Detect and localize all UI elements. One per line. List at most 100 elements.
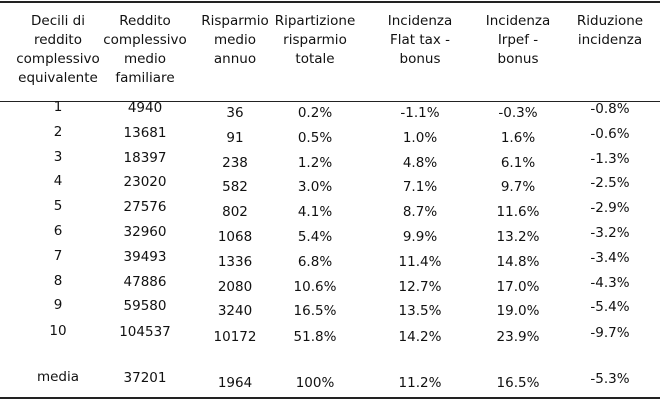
table-row-income: 32960 [123, 224, 167, 240]
table-bottom-rule [0, 397, 660, 399]
summary-row-irpef-incidence: 16.5% [496, 375, 540, 391]
table-row-share: 6.8% [297, 254, 333, 270]
header-line: medio [123, 51, 167, 67]
table-row-flat-tax-incidence: 11.4% [398, 254, 442, 270]
table-row-income: 59580 [123, 298, 167, 314]
table-row-irpef-incidence: 9.7% [500, 179, 536, 195]
table-row-flat-tax-incidence: -1.1% [400, 105, 440, 121]
header-share: Ripartizione risparmio totale [260, 12, 370, 69]
header-line: Risparmio [201, 13, 269, 29]
header-line: reddito [33, 32, 82, 48]
header-separator-rule [0, 101, 660, 102]
table-row-flat-tax-incidence: 8.7% [402, 204, 438, 220]
table-row-share: 0.2% [297, 105, 333, 121]
table-row-irpef-incidence: 17.0% [496, 279, 540, 295]
table-row-irpef-incidence: 11.6% [496, 204, 540, 220]
table-row-irpef-incidence: 19.0% [496, 303, 540, 319]
table-row-flat-tax-incidence: 13.5% [398, 303, 442, 319]
header-income: Reddito complessivo medio familiare [90, 12, 200, 88]
table-row-share: 0.5% [297, 130, 333, 146]
table-row-flat-tax-incidence: 12.7% [398, 279, 442, 295]
table-row-incidence-reduction: -0.8% [590, 101, 630, 117]
header-line: incidenza [577, 32, 643, 48]
header-line: bonus [497, 51, 539, 67]
table-row-irpef-incidence: 23.9% [496, 329, 540, 345]
table-row-irpef-incidence: 13.2% [496, 229, 540, 245]
summary-row-income: 37201 [123, 370, 167, 386]
header-line: medio [213, 32, 257, 48]
summary-row-saving: 1964 [217, 375, 253, 391]
table-row-share: 51.8% [293, 329, 337, 345]
header-line: risparmio [283, 32, 347, 48]
table-row-incidence-reduction: -5.4% [590, 299, 630, 315]
table-row-decile: 4 [53, 173, 63, 189]
header-line: totale [295, 51, 335, 67]
header-line: annuo [213, 51, 257, 67]
table-row-incidence-reduction: -3.2% [590, 225, 630, 241]
table-row-saving: 802 [222, 204, 248, 220]
table-row-incidence-reduction: -2.9% [590, 200, 630, 216]
summary-row-incidence-reduction: -5.3% [590, 371, 630, 387]
table-row-incidence-reduction: -3.4% [590, 250, 630, 266]
header-line: familiare [115, 70, 175, 86]
table-row-incidence-reduction: -0.6% [590, 126, 630, 142]
table-row-irpef-incidence: 1.6% [500, 130, 536, 146]
header-line: equivalente [18, 70, 98, 86]
table-row-share: 10.6% [293, 279, 337, 295]
table-row-flat-tax-incidence: 14.2% [398, 329, 442, 345]
table-row-incidence-reduction: -1.3% [590, 151, 630, 167]
header-decile: Decili di reddito complessivo equivalente [3, 12, 113, 88]
table-row-income: 4940 [127, 100, 163, 116]
table-row-irpef-incidence: 14.8% [496, 254, 540, 270]
table-row-flat-tax-incidence: 1.0% [402, 130, 438, 146]
table-row-income: 23020 [123, 174, 167, 190]
header-line: Ripartizione [274, 13, 356, 29]
table-row-saving: 3240 [217, 303, 253, 319]
table-row-decile: 7 [53, 248, 63, 264]
table-row-saving: 2080 [217, 279, 253, 295]
table-row-saving: 1336 [217, 254, 253, 270]
header-line: Riduzione [576, 13, 644, 29]
header-line: Incidenza [485, 13, 551, 29]
header-incidence-reduction: Riduzione incidenza [560, 12, 660, 50]
table-row-income: 27576 [123, 199, 167, 215]
table-row-flat-tax-incidence: 7.1% [402, 179, 438, 195]
table-row-decile: 1 [53, 99, 63, 115]
header-line: complessivo [103, 32, 187, 48]
table-row-share: 1.2% [297, 155, 333, 171]
table-row-decile: 9 [53, 297, 63, 313]
header-flat-tax-incidence: Incidenza Flat tax - bonus [365, 12, 475, 69]
table-row-decile: 10 [49, 323, 67, 339]
table-row-income: 47886 [123, 274, 167, 290]
table-row-saving: 91 [226, 130, 244, 146]
table-row-decile: 6 [53, 223, 63, 239]
table-row-income: 104537 [119, 324, 171, 340]
table-row-irpef-incidence: 6.1% [500, 155, 536, 171]
table-row-decile: 5 [53, 198, 63, 214]
header-line: Reddito [119, 13, 171, 29]
table-row-share: 16.5% [293, 303, 337, 319]
header-line: Decili di [31, 13, 85, 29]
table-row-incidence-reduction: -2.5% [590, 175, 630, 191]
table-row-saving: 1068 [217, 229, 253, 245]
table-row-income: 18397 [123, 150, 167, 166]
table-row-saving: 238 [222, 155, 248, 171]
table-row-saving: 36 [226, 105, 244, 121]
header-line: complessivo [16, 51, 100, 67]
summary-row-decile: media [36, 369, 80, 385]
table-row-share: 3.0% [297, 179, 333, 195]
header-line: Irpef - [497, 32, 539, 48]
table-row-saving: 582 [222, 179, 248, 195]
table-row-share: 4.1% [297, 204, 333, 220]
table-row-saving: 10172 [213, 329, 257, 345]
table-row-flat-tax-incidence: 9.9% [402, 229, 438, 245]
header-saving: Risparmio medio annuo [190, 12, 280, 69]
summary-row-flat-tax-incidence: 11.2% [398, 375, 442, 391]
table-row-incidence-reduction: -4.3% [590, 275, 630, 291]
header-line: Flat tax - [389, 32, 451, 48]
table-row-income: 13681 [123, 125, 167, 141]
header-line: Incidenza [387, 13, 453, 29]
table-row-decile: 8 [53, 273, 63, 289]
table-row-incidence-reduction: -9.7% [590, 325, 630, 341]
table-row-decile: 2 [53, 124, 63, 140]
